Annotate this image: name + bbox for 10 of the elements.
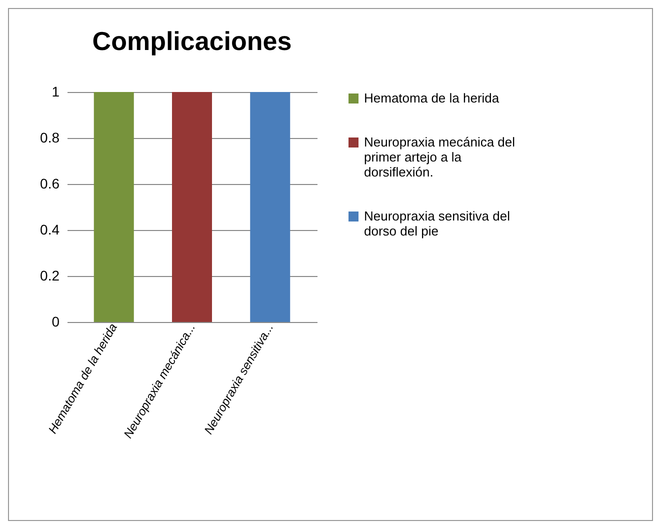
legend-label: Hematoma de la herida [364,90,500,106]
legend-label: Neuropraxia mecánica del primer artejo a la dorsiflexión. [364,134,516,180]
y-tick-label: 0.6 [40,176,60,192]
y-tick-label: 0.4 [40,222,60,238]
chart-title: Complicaciones [92,26,292,56]
legend-label: Neuropraxia sensitiva del dorso del pie [364,208,510,238]
y-tick-label: 0.2 [40,268,60,284]
y-tick-label: 1 [52,84,60,100]
y-tick-label: 0 [52,314,60,330]
y-tick-label: 0.8 [40,130,60,146]
